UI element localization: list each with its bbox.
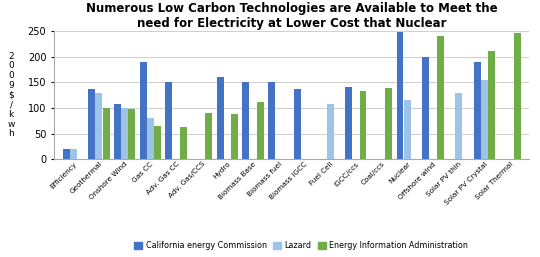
Bar — [455, 93, 462, 159]
Bar — [114, 104, 121, 159]
Bar — [437, 36, 443, 159]
Bar — [165, 82, 172, 159]
Bar — [96, 93, 103, 159]
Bar — [121, 108, 128, 159]
Title: Numerous Low Carbon Technologies are Available to Meet the
need for Electricity : Numerous Low Carbon Technologies are Ava… — [86, 2, 497, 30]
Bar — [154, 126, 161, 159]
Bar — [70, 149, 77, 159]
Bar — [242, 82, 249, 159]
Bar — [147, 118, 154, 159]
Legend: California energy Commission, Lazard, Energy Information Administration: California energy Commission, Lazard, En… — [131, 238, 471, 253]
Bar — [404, 100, 410, 159]
Bar — [474, 62, 481, 159]
Text: 2
0
0
9
$
/
k
w
h: 2 0 0 9 $ / k w h — [8, 52, 15, 138]
Bar — [385, 88, 392, 159]
Bar — [360, 91, 367, 159]
Bar — [63, 149, 70, 159]
Bar — [294, 89, 301, 159]
Bar — [129, 109, 136, 159]
Bar — [345, 87, 352, 159]
Bar — [140, 62, 146, 159]
Bar — [396, 32, 403, 159]
Bar — [481, 80, 488, 159]
Bar — [422, 57, 429, 159]
Bar — [514, 33, 521, 159]
Bar — [89, 89, 95, 159]
Bar — [231, 114, 238, 159]
Bar — [103, 108, 110, 159]
Bar — [217, 77, 224, 159]
Bar — [180, 127, 187, 159]
Bar — [268, 82, 275, 159]
Bar — [327, 104, 334, 159]
Bar — [205, 113, 212, 159]
Bar — [488, 51, 495, 159]
Bar — [257, 102, 264, 159]
